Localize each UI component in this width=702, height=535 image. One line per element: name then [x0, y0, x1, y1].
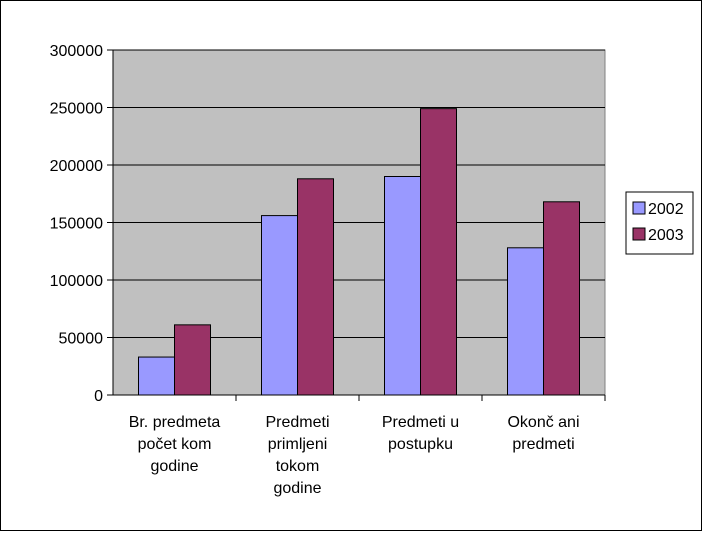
bar-2003-0	[174, 324, 211, 396]
x-tick-label: predmeti	[512, 436, 574, 453]
y-tick-label: 0	[94, 388, 103, 405]
x-axis: Br. predmeta počet kom godine Predmeti priml…	[113, 394, 606, 497]
x-tick-label: Predmeti	[265, 414, 329, 431]
x-tick-label: tokom	[276, 458, 320, 475]
bar-2003-1	[297, 178, 334, 396]
bar-2003-2	[420, 108, 457, 396]
legend-label-2002: 2002	[648, 201, 684, 218]
y-tick-label: 100000	[50, 273, 103, 290]
x-tick-label: počet kom	[138, 436, 212, 453]
x-tick-label: primljeni	[268, 436, 328, 453]
bars	[138, 108, 580, 396]
x-tick-label: Okonč ani	[507, 414, 579, 431]
x-tick-label: postupku	[388, 436, 453, 453]
x-tick-label: Predmeti u	[382, 414, 459, 431]
y-tick-label: 300000	[50, 43, 103, 60]
bar-2002-2	[384, 176, 421, 396]
x-tick-label: godine	[273, 480, 321, 497]
legend-swatch-2002	[632, 201, 646, 215]
x-tick-label: Br. predmeta	[129, 414, 221, 431]
y-axis: 0 50000 100000 150000 200000 250000 300000	[50, 43, 114, 405]
x-tick-label: godine	[150, 458, 198, 475]
bar-2003-3	[543, 201, 580, 396]
legend-label-2003: 2003	[648, 227, 684, 244]
bar-2002-0	[138, 356, 175, 396]
y-tick-label: 200000	[50, 158, 103, 175]
legend-swatch-2003	[632, 227, 646, 241]
bar-2002-3	[507, 247, 544, 396]
y-tick-label: 50000	[59, 331, 104, 348]
bar-2002-1	[261, 215, 298, 396]
y-tick-label: 250000	[50, 101, 103, 118]
y-tick-label: 150000	[50, 216, 103, 233]
legend: 2002 2003	[625, 191, 694, 255]
